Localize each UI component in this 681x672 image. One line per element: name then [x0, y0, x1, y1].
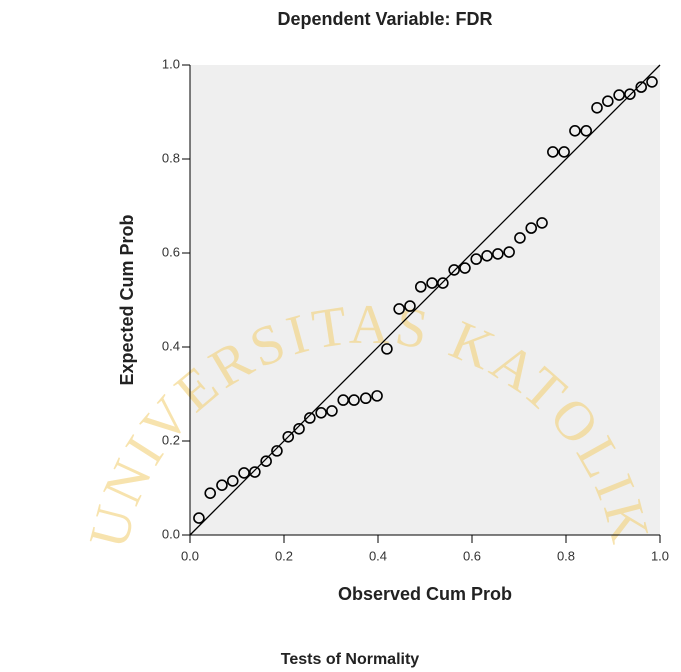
- point: [646, 76, 658, 88]
- y-tick-label: 0.8: [162, 150, 180, 165]
- point: [580, 125, 593, 137]
- point: [602, 95, 614, 107]
- point: [260, 455, 272, 468]
- point: [624, 88, 636, 100]
- point: [503, 246, 515, 258]
- point: [249, 466, 261, 478]
- point: [635, 81, 648, 93]
- point: [315, 406, 327, 419]
- point: [304, 412, 316, 424]
- point: [359, 392, 372, 405]
- point: [326, 405, 338, 417]
- point: [371, 390, 383, 402]
- point: [536, 217, 548, 229]
- point: [414, 281, 427, 293]
- point: [459, 262, 471, 274]
- x-tick-label: 0.6: [463, 548, 481, 563]
- point: [393, 303, 405, 315]
- point: [525, 222, 538, 234]
- y-tick-label: 1.0: [162, 56, 180, 71]
- point: [193, 512, 205, 524]
- point: [226, 475, 239, 487]
- point: [448, 264, 460, 276]
- point: [404, 300, 416, 312]
- point: [558, 146, 570, 158]
- point: [569, 125, 581, 137]
- point: [204, 487, 217, 499]
- point: [547, 146, 559, 158]
- point: [492, 248, 504, 260]
- point: [293, 422, 305, 435]
- point: [613, 89, 625, 101]
- point: [271, 445, 283, 457]
- point: [437, 277, 449, 289]
- y-tick-label: 0.0: [162, 526, 180, 541]
- point: [426, 277, 438, 289]
- point: [282, 430, 295, 443]
- x-axis-label: Observed Cum Prob: [338, 584, 512, 604]
- y-tick-label: 0.4: [162, 338, 180, 353]
- point: [514, 232, 526, 244]
- point: [348, 394, 360, 406]
- x-tick-label: 0.2: [275, 548, 293, 563]
- point: [470, 253, 483, 265]
- footer: Tests of Normality: [281, 651, 420, 668]
- y-axis-label: Expected Cum Prob: [117, 214, 137, 385]
- x-tick-label: 0.8: [557, 548, 575, 563]
- chart-title: Dependent Variable: FDR: [277, 9, 492, 29]
- point: [591, 101, 603, 114]
- y-tick-label: 0.2: [162, 432, 180, 447]
- point: [337, 394, 350, 406]
- point: [381, 343, 393, 355]
- x-tick-label: 0.4: [369, 548, 387, 563]
- x-tick-label: 1.0: [651, 548, 669, 563]
- x-tick-label: 0.0: [181, 548, 199, 563]
- point: [238, 467, 250, 479]
- point: [481, 250, 493, 262]
- point: [216, 479, 228, 491]
- y-tick-label: 0.6: [162, 244, 180, 259]
